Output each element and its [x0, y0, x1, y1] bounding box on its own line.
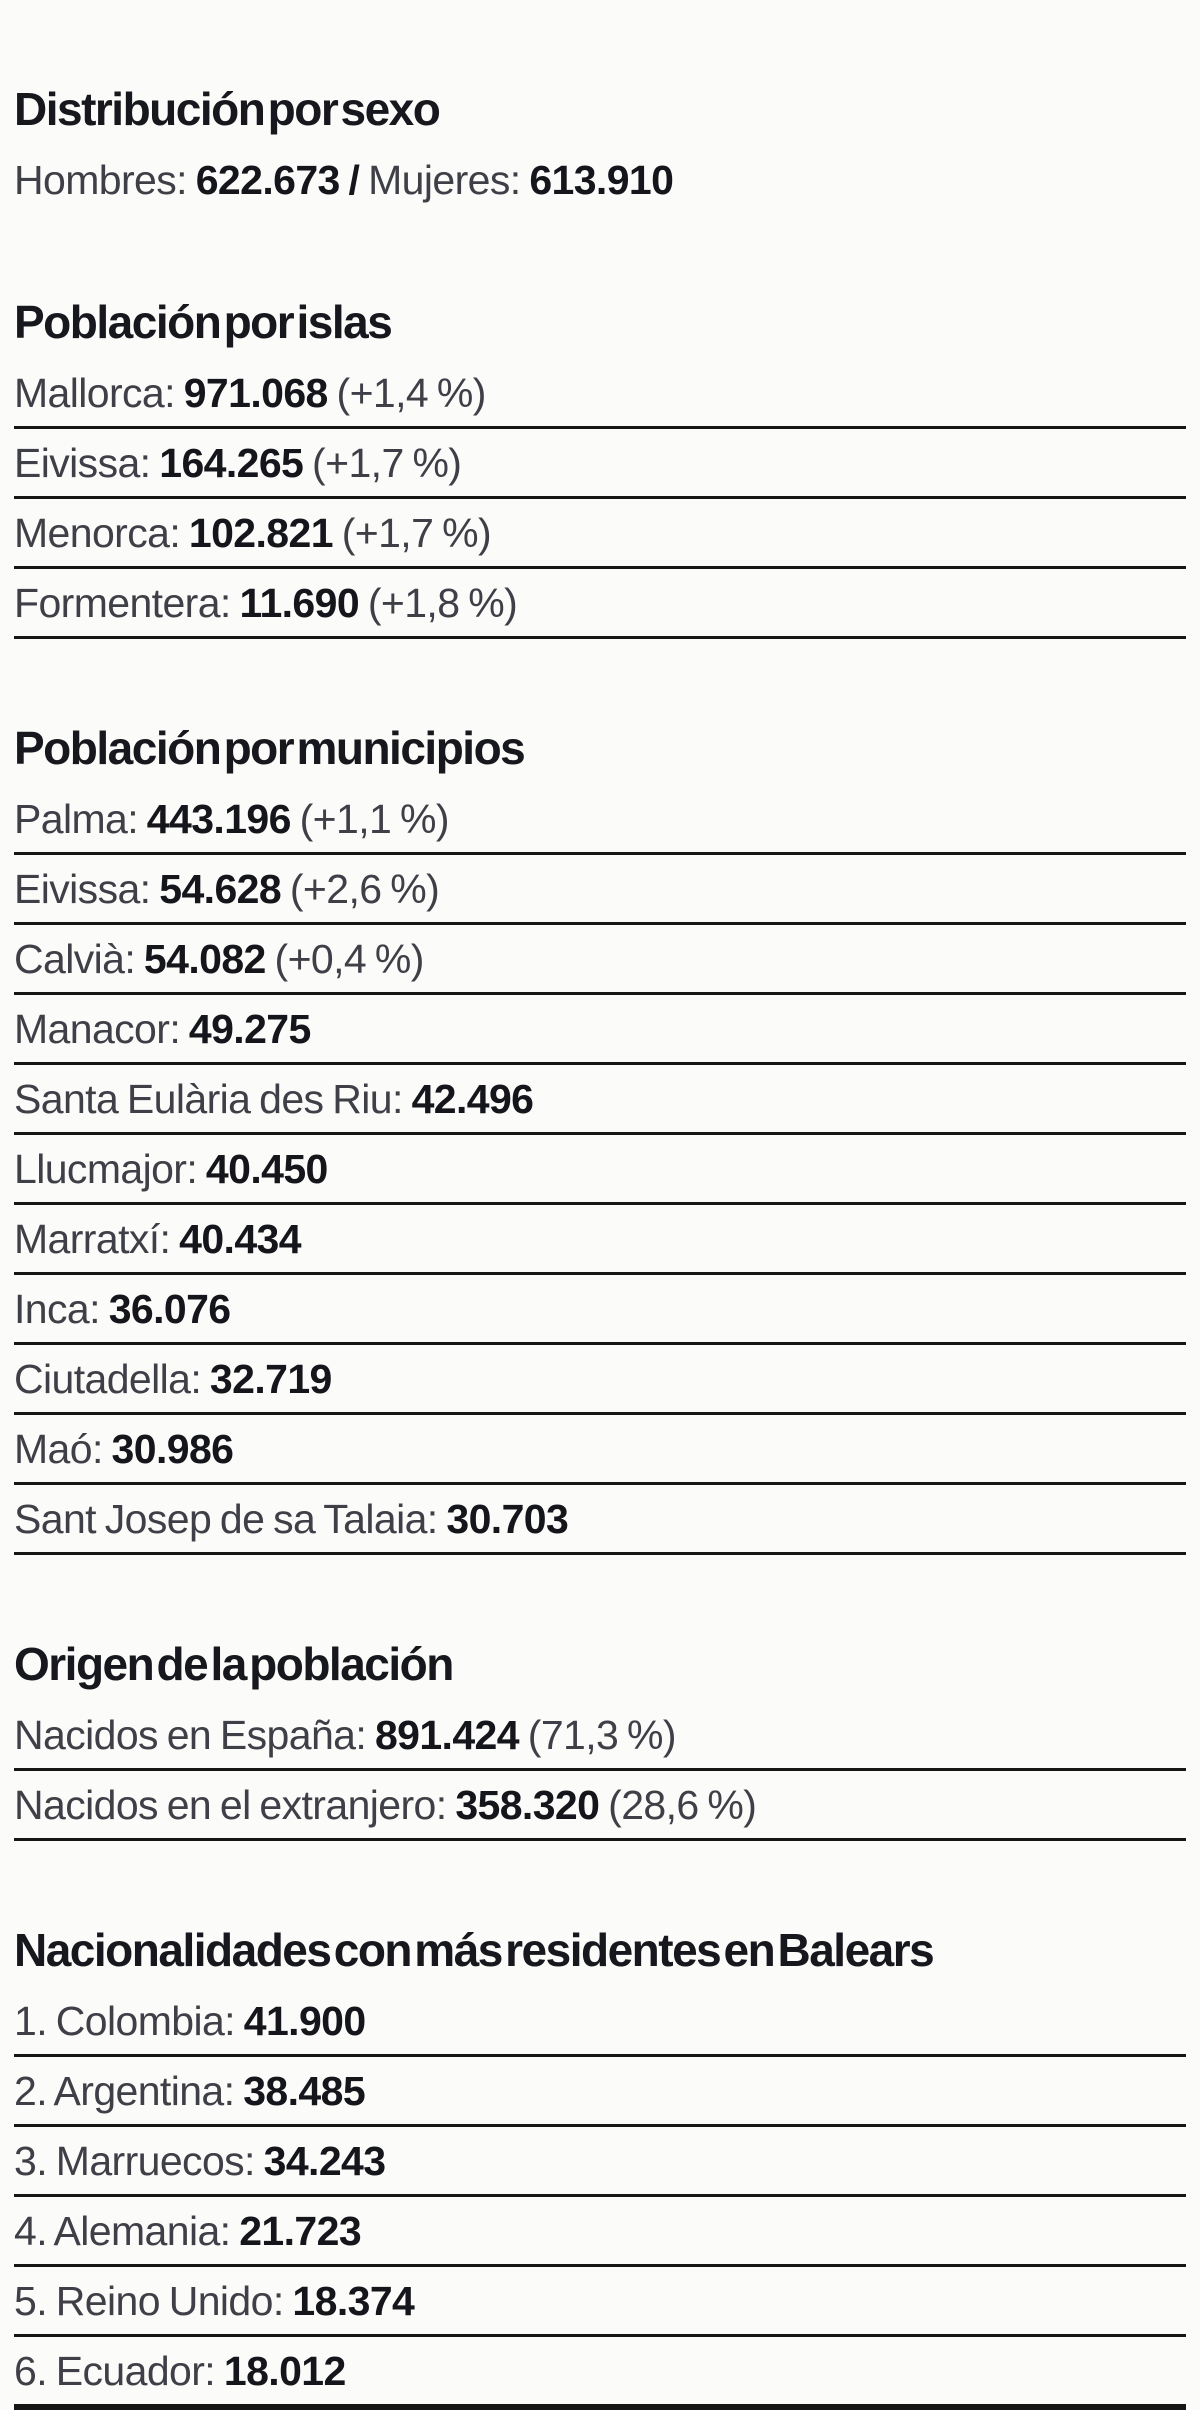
stat-label: (71,3 %) [518, 1712, 677, 1758]
stat-label: (+1,8 %) [359, 580, 518, 626]
stat-value: 34.243 [263, 2138, 386, 2184]
stat-value: 30.986 [111, 1426, 234, 1472]
stat-row: 3. Marruecos: 34.243 [14, 2127, 1186, 2197]
stat-label: Santa Eulària des Riu: [14, 1076, 412, 1122]
section-origen-de-la-poblacion: Origen de la población Nacidos en España:… [14, 1639, 1186, 1841]
stat-row: Inca: 36.076 [14, 1275, 1186, 1345]
stat-value: 54.628 [159, 866, 282, 912]
stat-value: 42.496 [411, 1076, 534, 1122]
stat-label: 5. Reino Unido: [14, 2278, 293, 2324]
stat-label: Palma: [14, 796, 147, 842]
stat-row: Menorca: 102.821 (+1,7 %) [14, 499, 1186, 569]
stat-label: Marratxí: [14, 1216, 180, 1262]
stat-row: 1. Colombia: 41.900 [14, 1987, 1186, 2057]
stat-row: Santa Eulària des Riu: 42.496 [14, 1065, 1186, 1135]
section-distribucion-por-sexo: Distribución por sexo Hombres: 622.673 / … [14, 84, 1186, 213]
stat-value: 102.821 [188, 510, 334, 556]
stat-value: 358.320 [455, 1782, 600, 1828]
stat-row: Llucmajor: 40.450 [14, 1135, 1186, 1205]
stat-row: Nacidos en el extranjero: 358.320 (28,6 … [14, 1771, 1186, 1841]
stat-value: 32.719 [209, 1356, 332, 1402]
stat-label: Sant Josep de sa Talaia: [14, 1496, 447, 1542]
stat-label: Ciutadella: [14, 1356, 210, 1402]
stat-label: (+1,4 %) [327, 370, 487, 416]
stat-value: 11.690 [239, 580, 360, 626]
stat-label: 1. Colombia: [14, 1998, 244, 2044]
stat-label: Llucmajor: [14, 1146, 206, 1192]
section-title: Origen de la población [14, 1638, 454, 1690]
stat-label: Mujeres: [368, 157, 530, 203]
stat-row: 5. Reino Unido: 18.374 [14, 2267, 1186, 2337]
stat-value: 40.434 [179, 1216, 301, 1262]
stat-label: Nacidos en el extranjero: [14, 1782, 456, 1828]
stat-row: Palma: 443.196 (+1,1 %) [14, 785, 1186, 855]
stat-label: Mallorca: [14, 370, 184, 416]
stat-value: 21.723 [239, 2208, 362, 2254]
stat-row: Sant Josep de sa Talaia: 30.703 [14, 1485, 1186, 1555]
section-title: Población por islas [14, 296, 393, 348]
stat-value: 971.068 [183, 370, 329, 416]
stat-label: 3. Marruecos: [14, 2138, 264, 2184]
stat-label: Hombres: [14, 157, 196, 203]
stat-label: Formentera: [14, 580, 240, 626]
stat-label: 6. Ecuador: [14, 2348, 224, 2394]
stat-label: Menorca: [14, 510, 189, 556]
stat-value: 164.265 [159, 440, 304, 486]
section-poblacion-por-municipios: Población por municipios Palma: 443.196 (… [14, 723, 1186, 1555]
stat-label: 4. Alemania: [14, 2208, 240, 2254]
stat-row: Ciutadella: 32.719 [14, 1345, 1186, 1415]
stat-value: 36.076 [108, 1286, 231, 1332]
stat-label: 2. Argentina: [14, 2068, 244, 2114]
stat-value: 443.196 [146, 796, 292, 842]
stat-value: 40.450 [205, 1146, 328, 1192]
stat-label: Eivissa: [14, 866, 160, 912]
stat-row: 4. Alemania: 21.723 [14, 2197, 1186, 2267]
section-title: Población por municipios [14, 722, 526, 774]
stat-value: 18.374 [292, 2278, 415, 2324]
stat-row: Calvià: 54.082 (+0,4 %) [14, 925, 1186, 995]
stat-row: Hombres: 622.673 / Mujeres: 613.910 [14, 146, 1186, 213]
stat-value: / [339, 157, 369, 203]
stat-value: 41.900 [243, 1998, 366, 2044]
stat-row: Maó: 30.986 [14, 1415, 1186, 1485]
section-nacionalidades-con-mas-residentes: Nacionalidades con más residentes en Bal… [14, 1925, 1186, 2410]
stat-row: Formentera: 11.690 (+1,8 %) [14, 569, 1186, 639]
stat-value: 38.485 [243, 2068, 366, 2114]
stat-label: (+2,6 %) [281, 866, 440, 912]
stat-row: 6. Ecuador: 18.012 [14, 2337, 1186, 2410]
stat-row: Mallorca: 971.068 (+1,4 %) [14, 359, 1186, 429]
stat-row: Nacidos en España: 891.424 (71,3 %) [14, 1701, 1186, 1771]
stat-label: Inca: [14, 1286, 109, 1332]
stat-label: (+1,7 %) [303, 440, 462, 486]
stat-label: Calvià: [14, 936, 144, 982]
stat-value: 49.275 [188, 1006, 311, 1052]
section-title: Nacionalidades con más residentes en Bal… [14, 1924, 935, 1976]
stat-value: 54.082 [143, 936, 266, 982]
section-title: Distribución por sexo [14, 83, 441, 135]
stat-label: Nacidos en España: [14, 1712, 375, 1758]
stat-value: 613.910 [529, 157, 674, 203]
stat-value: 891.424 [374, 1712, 520, 1758]
stat-row: Eivissa: 54.628 (+2,6 %) [14, 855, 1186, 925]
stat-label: Manacor: [14, 1006, 189, 1052]
stat-row: Manacor: 49.275 [14, 995, 1186, 1065]
stat-label: (+0,4 %) [265, 936, 425, 982]
stat-value: 622.673 [195, 157, 341, 203]
stat-label: (28,6 %) [599, 1782, 757, 1828]
stat-row: 2. Argentina: 38.485 [14, 2057, 1186, 2127]
stat-value: 30.703 [446, 1496, 569, 1542]
stat-label: (+1,7 %) [332, 510, 492, 556]
stat-label: (+1,1 %) [290, 796, 450, 842]
stat-label: Maó: [14, 1426, 112, 1472]
stat-value: 18.012 [223, 2348, 346, 2394]
stat-row: Marratxí: 40.434 [14, 1205, 1186, 1275]
stat-label: Eivissa: [14, 440, 160, 486]
stat-row: Eivissa: 164.265 (+1,7 %) [14, 429, 1186, 499]
section-poblacion-por-islas: Población por islas Mallorca: 971.068 (+1… [14, 297, 1186, 639]
